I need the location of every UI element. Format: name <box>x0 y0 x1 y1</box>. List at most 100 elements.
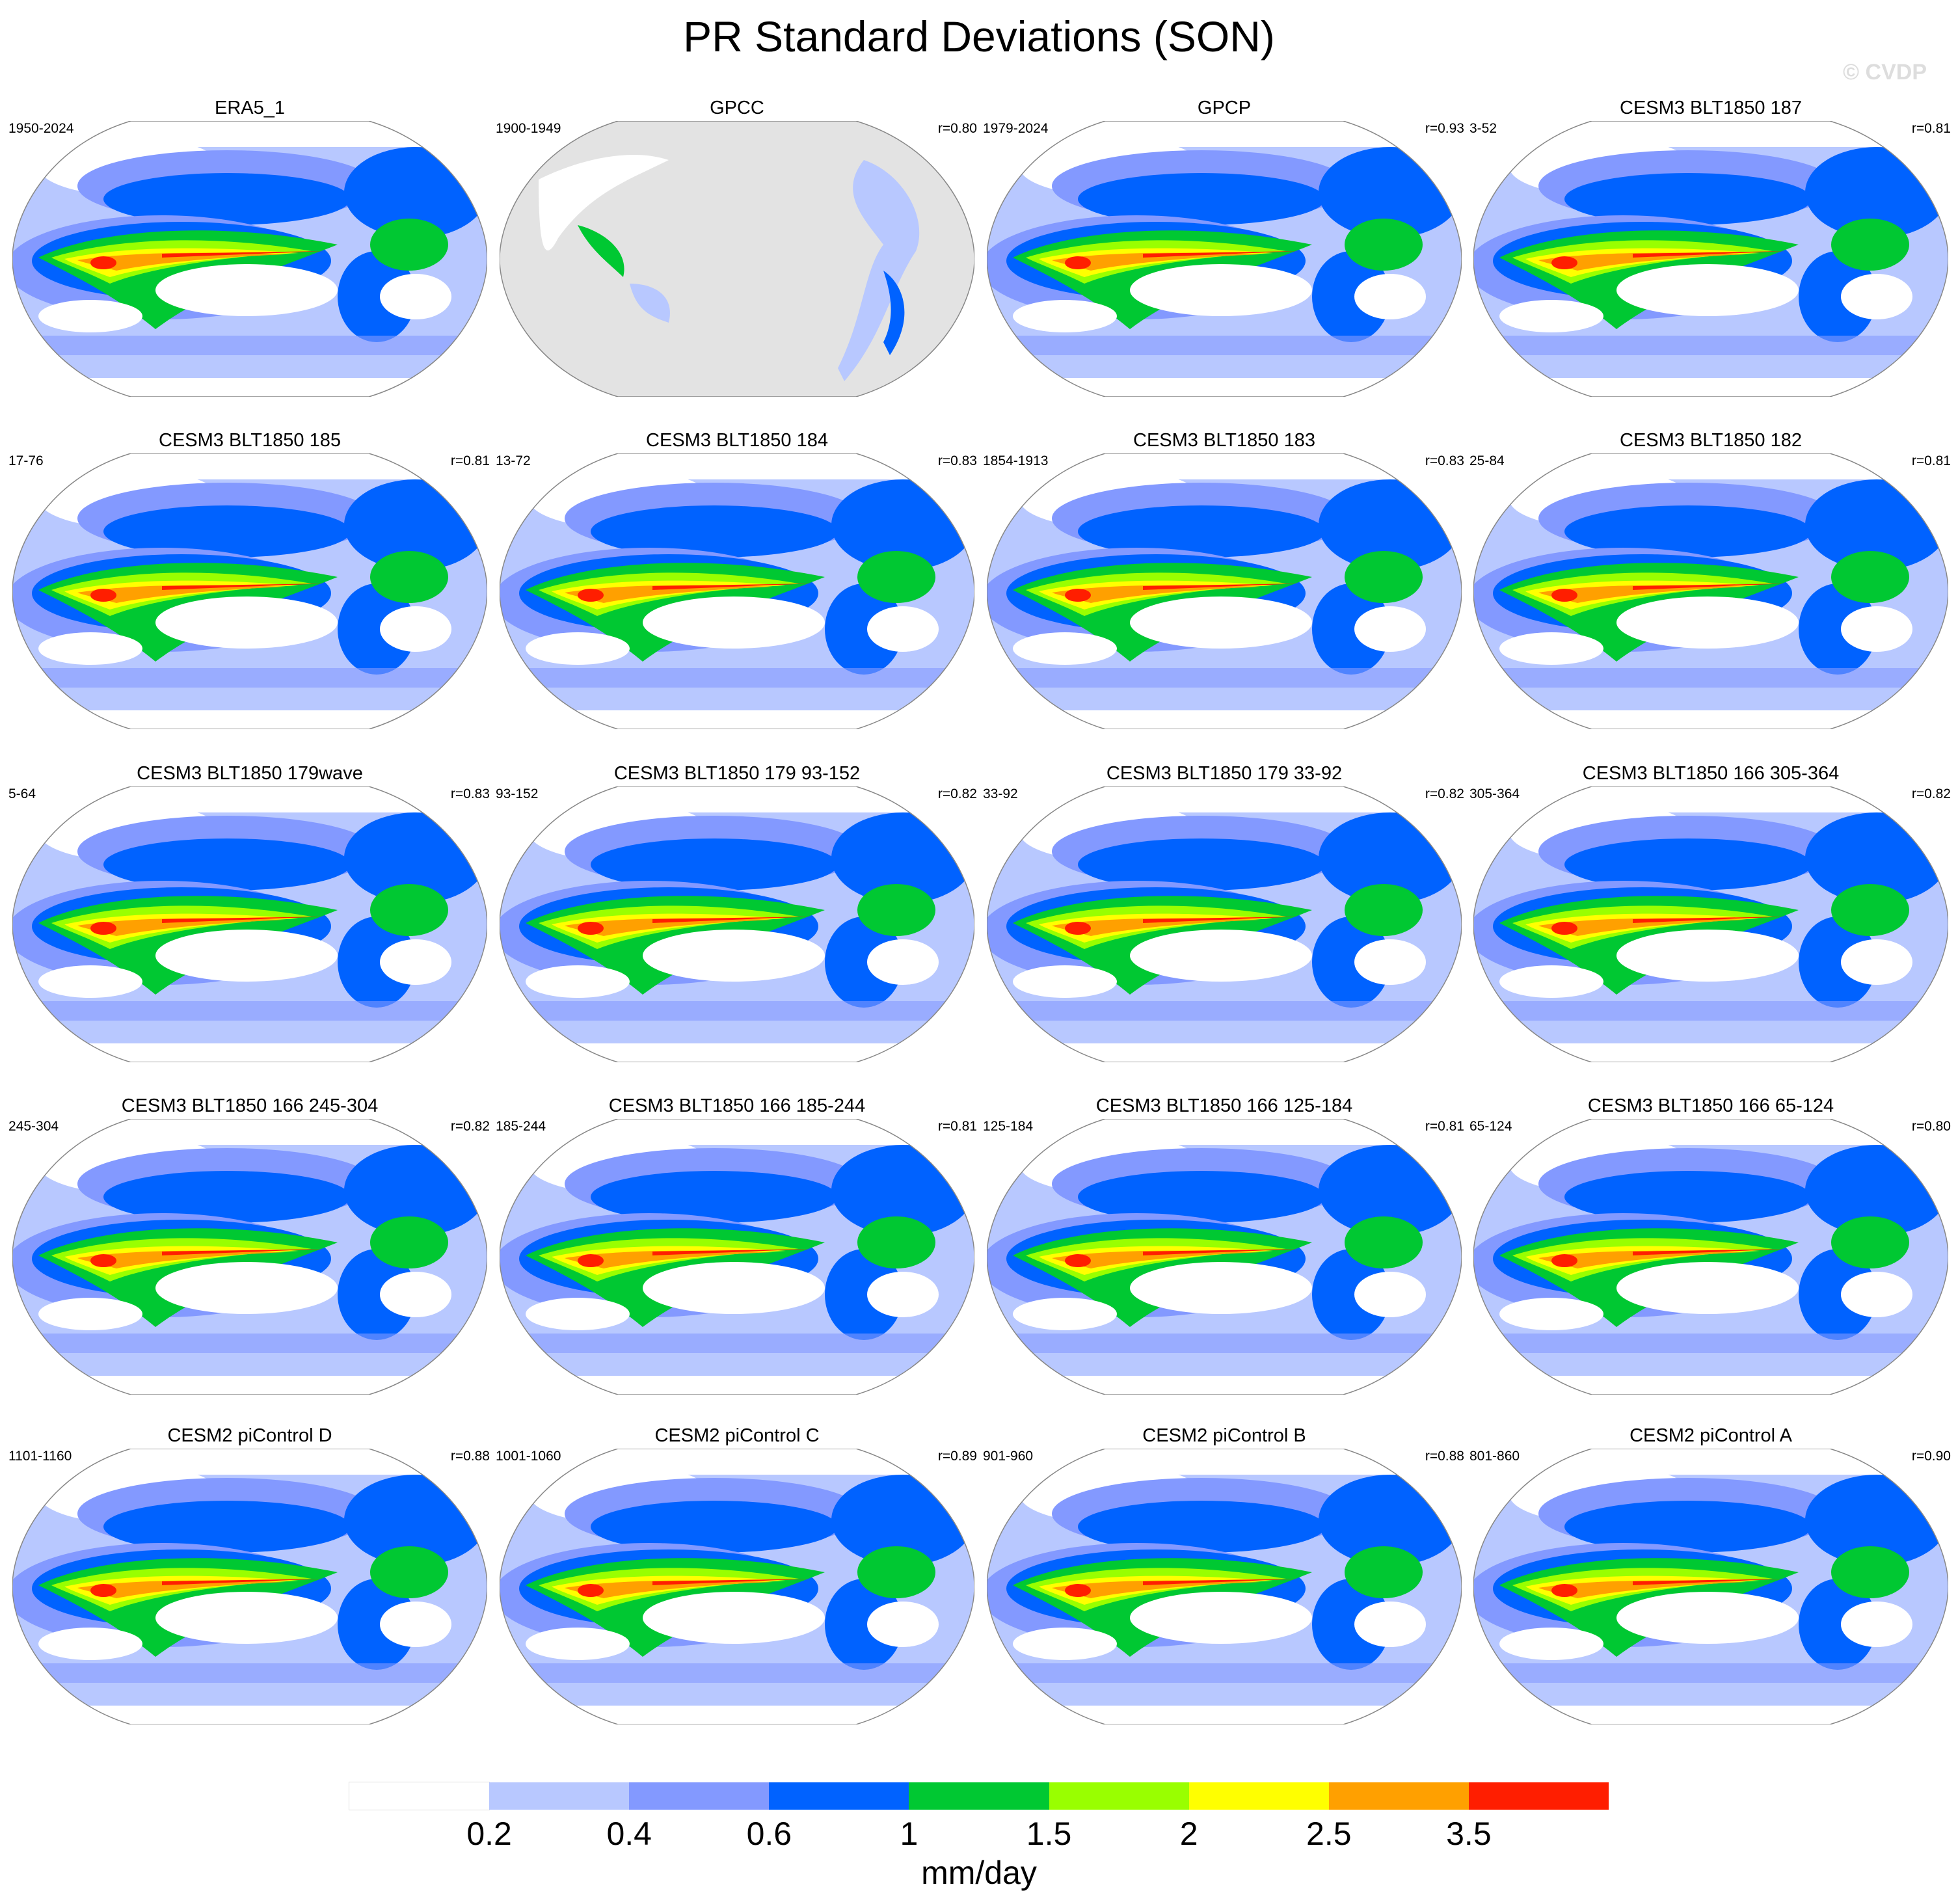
map-panel: CESM3 BLT1850 166 245-304 245-304 r=0.82 <box>8 1095 490 1425</box>
map-panel: CESM3 BLT1850 184 13-72 r=0.83 <box>496 430 977 759</box>
map-panel: CESM2 piControl B 901-960 r=0.88 <box>983 1425 1464 1754</box>
panel-years: 125-184 <box>983 1119 1034 1134</box>
colorbar-tick-label: 0.6 <box>746 1816 792 1852</box>
panel-years: 17-76 <box>8 453 44 468</box>
panel-title: CESM3 BLT1850 166 245-304 <box>121 1095 379 1116</box>
panel-years: 1101-1160 <box>8 1449 72 1464</box>
panel-title: CESM3 BLT1850 187 <box>1620 98 1802 118</box>
map-panel: CESM3 BLT1850 166 65-124 65-124 r=0.80 <box>1469 1095 1951 1425</box>
colorbar-swatch <box>909 1782 1049 1810</box>
panel-title: CESM2 piControl B <box>1142 1425 1306 1446</box>
panel-title: CESM3 BLT1850 179 33-92 <box>1106 763 1343 784</box>
panel-correlation: r=0.81 <box>1911 121 1951 136</box>
map-panel: CESM2 piControl C 1001-1060 r=0.89 <box>496 1425 977 1754</box>
map <box>987 1449 1462 1724</box>
panel-title: CESM3 BLT1850 166 185-244 <box>608 1095 866 1116</box>
panel-years: 13-72 <box>496 453 531 468</box>
panel-years: 33-92 <box>983 786 1018 801</box>
panel-title: CESM3 BLT1850 166 305-364 <box>1582 763 1840 784</box>
panel-title: CESM3 BLT1850 166 125-184 <box>1095 1095 1353 1116</box>
colorbar-tick-label: 2.5 <box>1306 1816 1352 1852</box>
panel-correlation: r=0.88 <box>1425 1449 1464 1464</box>
map <box>12 1449 487 1724</box>
map-panel: GPCP 1979-2024 r=0.93 <box>983 98 1464 427</box>
panel-correlation: r=0.90 <box>1911 1449 1951 1464</box>
colorbar-tick-label: 3.5 <box>1446 1816 1492 1852</box>
copyright-watermark: © CVDP <box>1843 60 1927 85</box>
panel-correlation: r=0.82 <box>1425 786 1464 801</box>
map <box>987 121 1462 397</box>
map-panel: CESM2 piControl D 1101-1160 r=0.88 <box>8 1425 490 1754</box>
map-panel: CESM3 BLT1850 182 25-84 r=0.81 <box>1469 430 1951 759</box>
map-panel: CESM3 BLT1850 183 1854-1913 r=0.83 <box>983 430 1464 759</box>
map <box>987 786 1462 1062</box>
panel-title: CESM3 BLT1850 182 <box>1620 430 1802 451</box>
colorbar-swatch <box>348 1782 490 1810</box>
panel-title: GPCP <box>1197 98 1252 118</box>
map <box>500 121 974 397</box>
colorbar-swatch <box>1049 1782 1189 1810</box>
panel-title: CESM3 BLT1850 184 <box>646 430 828 451</box>
panel-title: CESM3 BLT1850 185 <box>159 430 341 451</box>
panel-correlation: r=0.89 <box>937 1449 977 1464</box>
panel-years: 1979-2024 <box>983 121 1049 136</box>
colorbar-tick-label: 0.4 <box>606 1816 652 1852</box>
panel-years: 25-84 <box>1469 453 1505 468</box>
panel-years: 1854-1913 <box>983 453 1049 468</box>
map <box>500 1119 974 1395</box>
map-panel: CESM3 BLT1850 166 305-364 305-364 r=0.82 <box>1469 763 1951 1092</box>
colorbar-swatch <box>1328 1782 1469 1810</box>
panel-years: 3-52 <box>1469 121 1497 136</box>
map <box>12 121 487 397</box>
colorbar-swatch <box>489 1782 630 1810</box>
panel-years: 1900-1949 <box>496 121 561 136</box>
map <box>500 786 974 1062</box>
panel-title: ERA5_1 <box>214 98 285 118</box>
map <box>12 1119 487 1395</box>
colorbar-swatch <box>1188 1782 1329 1810</box>
map-panel: CESM3 BLT1850 166 185-244 185-244 r=0.81 <box>496 1095 977 1425</box>
panel-correlation: r=0.93 <box>1425 121 1464 136</box>
map <box>1473 786 1948 1062</box>
panel-correlation: r=0.80 <box>937 121 977 136</box>
map <box>987 1119 1462 1395</box>
map <box>12 786 487 1062</box>
map <box>1473 453 1948 729</box>
colorbar-tick-label: 2 <box>1179 1816 1198 1852</box>
panel-title: CESM3 BLT1850 166 65-124 <box>1587 1095 1834 1116</box>
map <box>1473 1449 1948 1724</box>
panel-correlation: r=0.81 <box>450 453 490 468</box>
panel-correlation: r=0.80 <box>1911 1119 1951 1134</box>
panel-title: CESM3 BLT1850 179 93-152 <box>613 763 861 784</box>
panel-title: CESM3 BLT1850 183 <box>1133 430 1315 451</box>
panel-title: GPCC <box>710 98 764 118</box>
map-panel: CESM3 BLT1850 185 17-76 r=0.81 <box>8 430 490 759</box>
map-panel: GPCC 1900-1949 r=0.80 <box>496 98 977 427</box>
panel-correlation: r=0.83 <box>937 453 977 468</box>
map-panel: CESM3 BLT1850 179wave 5-64 r=0.83 <box>8 763 490 1092</box>
panel-correlation: r=0.83 <box>450 786 490 801</box>
panel-years: 305-364 <box>1469 786 1520 801</box>
panel-title: CESM2 piControl D <box>167 1425 332 1446</box>
colorbar-swatch <box>769 1782 909 1810</box>
colorbar-tick-label: 1 <box>900 1816 919 1852</box>
panel-correlation: r=0.82 <box>937 786 977 801</box>
map-panel: CESM3 BLT1850 179 93-152 93-152 r=0.82 <box>496 763 977 1092</box>
figure-title: PR Standard Deviations (SON) <box>683 12 1275 60</box>
map <box>500 1449 974 1724</box>
panel-correlation: r=0.81 <box>937 1119 977 1134</box>
panel-title: CESM2 piControl C <box>654 1425 820 1446</box>
colorbar-swatch <box>1468 1782 1609 1810</box>
map <box>987 453 1462 729</box>
panel-years: 901-960 <box>983 1449 1034 1464</box>
map-panel: CESM3 BLT1850 166 125-184 125-184 r=0.81 <box>983 1095 1464 1425</box>
panel-years: 245-304 <box>8 1119 59 1134</box>
panel-correlation: r=0.82 <box>450 1119 490 1134</box>
colorbar-unit-label: mm/day <box>921 1855 1037 1891</box>
map <box>12 453 487 729</box>
colorbar-tick-label: 0.2 <box>466 1816 512 1852</box>
panel-years: 5-64 <box>8 786 36 801</box>
panel-years: 801-860 <box>1469 1449 1520 1464</box>
panel-years: 1950-2024 <box>8 121 74 136</box>
map <box>500 453 974 729</box>
